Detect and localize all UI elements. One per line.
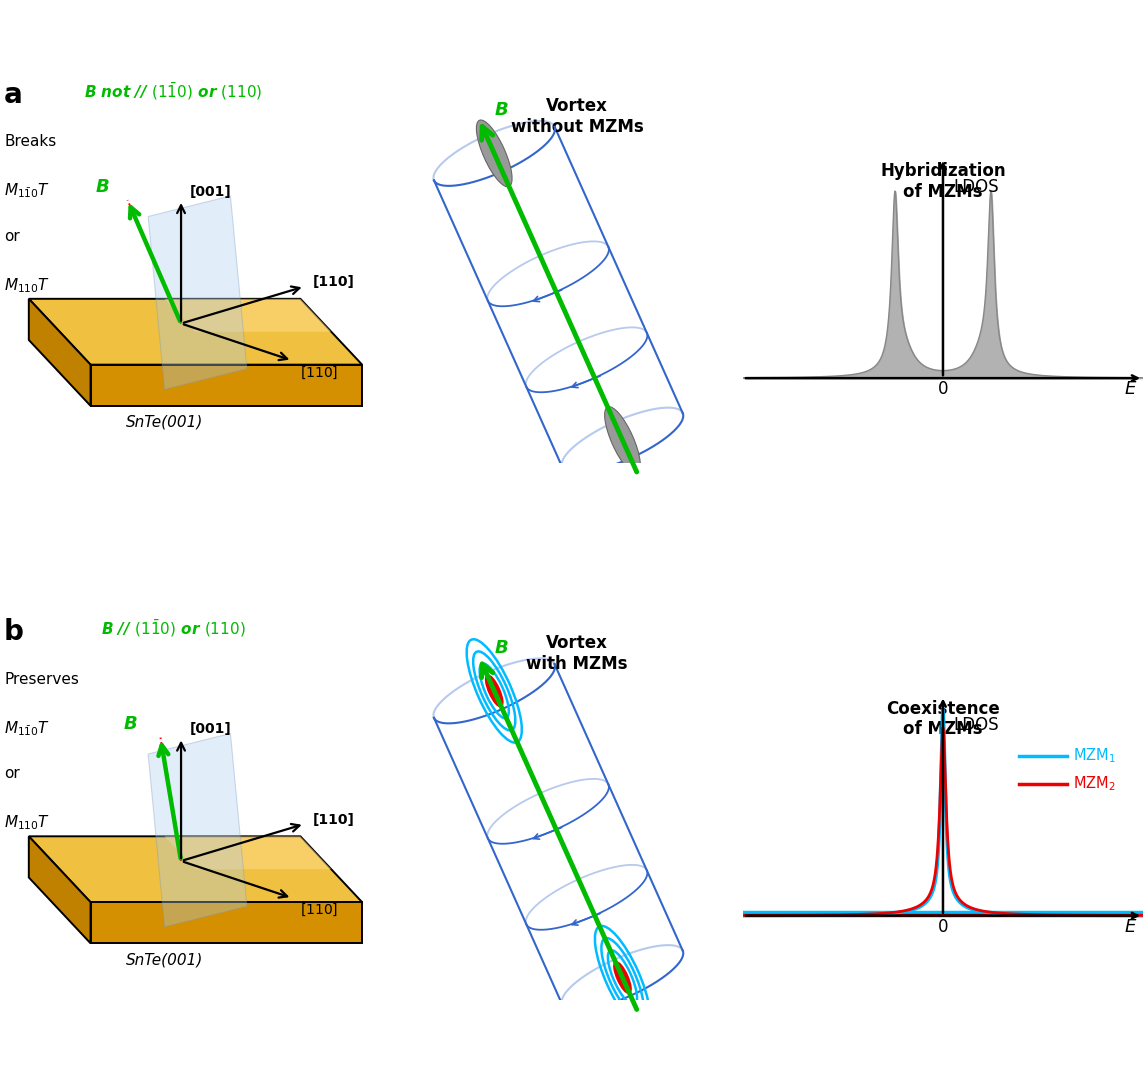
Polygon shape xyxy=(29,836,362,902)
Text: LDOS: LDOS xyxy=(953,716,999,733)
Text: $E$: $E$ xyxy=(1125,918,1137,936)
Text: $0$: $0$ xyxy=(937,381,949,399)
Polygon shape xyxy=(149,196,247,389)
Polygon shape xyxy=(149,733,247,927)
Text: $\boldsymbol{B}$: $\boldsymbol{B}$ xyxy=(494,639,509,657)
Text: $0$: $0$ xyxy=(937,918,949,936)
Text: $[1\bar{1}0]$: $[1\bar{1}0]$ xyxy=(301,363,338,382)
Text: SnTe(001): SnTe(001) xyxy=(126,952,203,968)
Text: $E$: $E$ xyxy=(1125,381,1137,399)
Ellipse shape xyxy=(615,962,631,993)
Text: $M_{1\bar{1}0}T$: $M_{1\bar{1}0}T$ xyxy=(5,182,50,200)
Polygon shape xyxy=(29,299,90,405)
Text: $\boldsymbol{B}$ // $(1\bar{1}0)$ or $(110)$: $\boldsymbol{B}$ // $(1\bar{1}0)$ or $(1… xyxy=(101,618,245,640)
Polygon shape xyxy=(165,836,331,870)
Polygon shape xyxy=(29,299,362,364)
Text: Breaks: Breaks xyxy=(5,134,56,149)
Text: Vortex
with MZMs: Vortex with MZMs xyxy=(527,634,628,673)
Ellipse shape xyxy=(486,676,502,706)
Polygon shape xyxy=(90,902,362,943)
Text: $M_{110}T$: $M_{110}T$ xyxy=(5,814,50,832)
Text: $[1\bar{1}0]$: $[1\bar{1}0]$ xyxy=(301,901,338,919)
Text: $\boldsymbol{B}$ not // $(1\bar{1}0)$ or $(110)$: $\boldsymbol{B}$ not // $(1\bar{1}0)$ or… xyxy=(83,81,262,102)
Text: or: or xyxy=(5,766,19,782)
Polygon shape xyxy=(165,299,331,332)
Text: a: a xyxy=(5,81,23,109)
Text: LDOS: LDOS xyxy=(953,178,999,196)
Text: Vortex
without MZMs: Vortex without MZMs xyxy=(511,97,644,135)
Text: [001]: [001] xyxy=(190,185,231,199)
Text: $M_{1\bar{1}0}T$: $M_{1\bar{1}0}T$ xyxy=(5,719,50,737)
Ellipse shape xyxy=(477,120,512,187)
Text: $\boldsymbol{B}$: $\boldsymbol{B}$ xyxy=(95,177,110,196)
Text: b: b xyxy=(5,618,24,646)
Polygon shape xyxy=(90,364,362,405)
Polygon shape xyxy=(29,836,90,943)
Text: or: or xyxy=(5,229,19,244)
Ellipse shape xyxy=(605,406,640,473)
Text: Coexistence
of MZMs: Coexistence of MZMs xyxy=(886,700,1000,739)
Text: [110]: [110] xyxy=(313,813,354,827)
Text: [110]: [110] xyxy=(313,275,354,289)
Text: SnTe(001): SnTe(001) xyxy=(126,415,203,430)
Text: MZM$_1$: MZM$_1$ xyxy=(1073,746,1116,765)
Text: MZM$_2$: MZM$_2$ xyxy=(1073,774,1116,793)
Text: [001]: [001] xyxy=(190,722,231,736)
Text: $M_{110}T$: $M_{110}T$ xyxy=(5,276,50,295)
Text: Hybridization
of MZMs: Hybridization of MZMs xyxy=(880,162,1006,201)
Text: $\boldsymbol{B}$: $\boldsymbol{B}$ xyxy=(494,101,509,119)
Text: Preserves: Preserves xyxy=(5,672,79,687)
Text: $\boldsymbol{B}$: $\boldsymbol{B}$ xyxy=(123,715,138,733)
